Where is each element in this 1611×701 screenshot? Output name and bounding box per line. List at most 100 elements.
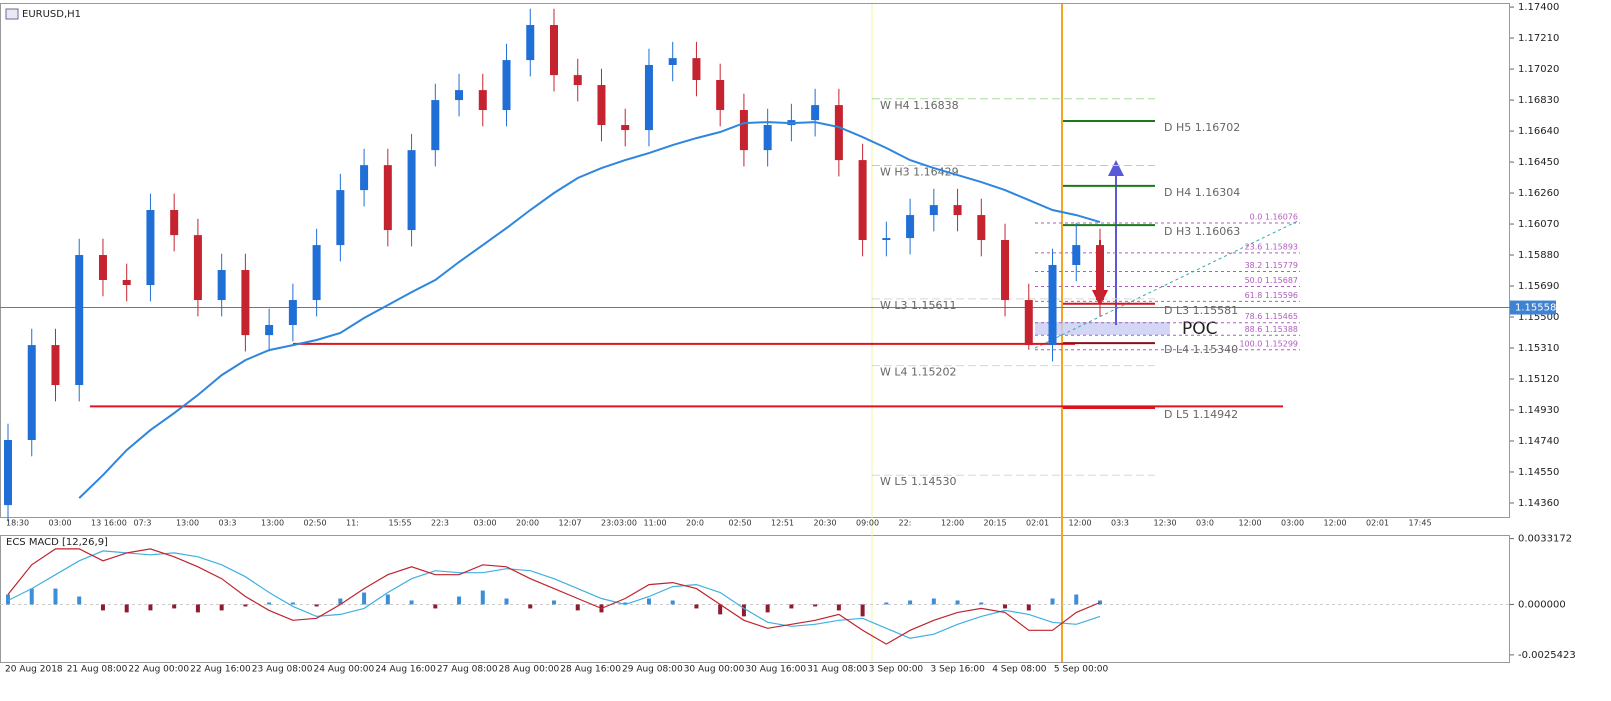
candle-body [597,85,606,126]
histogram-bar [1026,604,1031,611]
x-tick-label: 22 Aug 16:00 [190,665,251,675]
candle-body [122,279,131,286]
x-tick-label: 31 Aug 08:00 [807,665,868,675]
histogram-bar [77,596,82,605]
time-label: 02:01 [1366,519,1389,528]
fibo-label: 100.0 1.15299 [1239,339,1298,348]
fibo-label: 23.6 1.15893 [1245,242,1298,251]
time-label: 12:00 [941,519,964,528]
candle-body [1096,245,1104,301]
fibo-label: 78.6 1.15465 [1245,312,1298,321]
time-label: 03:00 [474,519,497,528]
histogram-bar [29,588,34,605]
time-label: 20:30 [814,519,837,528]
candle-body [1001,240,1010,301]
macd-title: ECS MACD [12,26,9] [6,537,108,548]
candle-body [455,90,464,101]
y-tick-label: 0.0033172 [1518,534,1572,545]
x-tick-label: 22 Aug 00:00 [128,665,189,675]
histogram-bar [385,594,390,605]
x-tick-label: 21 Aug 08:00 [67,665,128,675]
histogram-bar [148,604,153,611]
histogram-bar [433,604,438,609]
y-tick-label: 1.16070 [1518,219,1559,230]
time-label: 23:03:00 [601,519,637,528]
candle-body [763,125,772,151]
histogram-bar [955,600,960,605]
histogram-bar [480,590,485,605]
candle-body [834,105,843,161]
histogram-bar [884,602,889,605]
histogram-bar [1050,598,1055,605]
x-tick-label: 5 Sep 00:00 [1054,665,1109,675]
time-label: 13:00 [176,519,199,528]
x-tick-label: 27 Aug 08:00 [437,665,498,675]
histogram-bar [860,604,865,617]
histogram-bar [457,596,462,605]
x-tick-label: 23 Aug 08:00 [252,665,313,675]
candle-body [51,345,60,386]
candle-body [573,75,582,86]
time-label: 03:00 [49,519,72,528]
pivot-label: D L4 1.15340 [1164,343,1238,356]
x-tick-label: 30 Aug 16:00 [745,665,806,675]
time-label: 22: [899,519,912,528]
y-tick-label: 1.16640 [1518,126,1559,137]
candle-body [360,165,369,191]
time-label: 15:55 [389,519,412,528]
time-label: 03:3 [219,519,237,528]
x-tick-label: 3 Sep 16:00 [931,665,986,675]
histogram-bar [979,602,984,605]
histogram-bar [646,598,651,605]
time-label: 11:00 [644,519,667,528]
time-label: 03:00 [1281,519,1304,528]
histogram-bar [836,604,841,611]
histogram-bar [1074,594,1079,605]
time-label: 20:0 [686,519,704,528]
candle-body [668,58,677,65]
time-label: 12:00 [1239,519,1262,528]
histogram-bar [290,602,295,605]
time-label: 02:01 [1026,519,1049,528]
fibo-label: 38.2 1.15779 [1245,261,1298,270]
pivot-label: W L4 1.15202 [880,366,956,379]
pivot-label: W H4 1.16838 [880,99,959,112]
y-tick-label: 1.15690 [1518,281,1559,292]
pivot-label: D L5 1.14942 [1164,408,1238,421]
time-label: 03:3 [1111,519,1129,528]
y-tick-label: 1.17400 [1518,2,1559,13]
candle-body [739,110,748,151]
chart-icon [5,8,19,20]
y-tick-label: 1.14550 [1518,467,1559,478]
histogram-bar [219,604,224,611]
x-tick-label: 4 Sep 08:00 [992,665,1047,675]
histogram-bar [504,598,509,605]
time-label: 13:00 [261,519,284,528]
y-tick-label: 1.14930 [1518,405,1559,416]
time-label: 02:50 [304,519,327,528]
histogram-bar [694,604,699,609]
x-tick-label: 20 Aug 2018 [5,665,63,675]
y-tick-label: 1.17020 [1518,64,1559,75]
y-tick-label: 1.14740 [1518,436,1559,447]
y-tick-label: -0.0025423 [1518,650,1576,661]
time-label: 20:00 [516,519,539,528]
x-tick-label: 28 Aug 16:00 [560,665,621,675]
candle-body [241,270,250,336]
candle-body [146,210,155,286]
histogram-bar [124,604,129,613]
fibo-label: 50.0 1.15687 [1245,276,1298,285]
candle-body [502,60,511,111]
histogram-bar [670,600,675,605]
histogram-bar [931,598,936,605]
histogram-bar [6,594,10,605]
histogram-bar [1098,600,1102,605]
current-price-label: 1.15558 [1515,303,1556,314]
candle-body [929,205,938,216]
time-label: 13 16:00 [91,519,127,528]
pivot-label: D H4 1.16304 [1164,186,1240,199]
y-tick-label: 0.000000 [1518,599,1566,610]
candle-body [217,270,226,301]
candle-body [170,210,179,236]
